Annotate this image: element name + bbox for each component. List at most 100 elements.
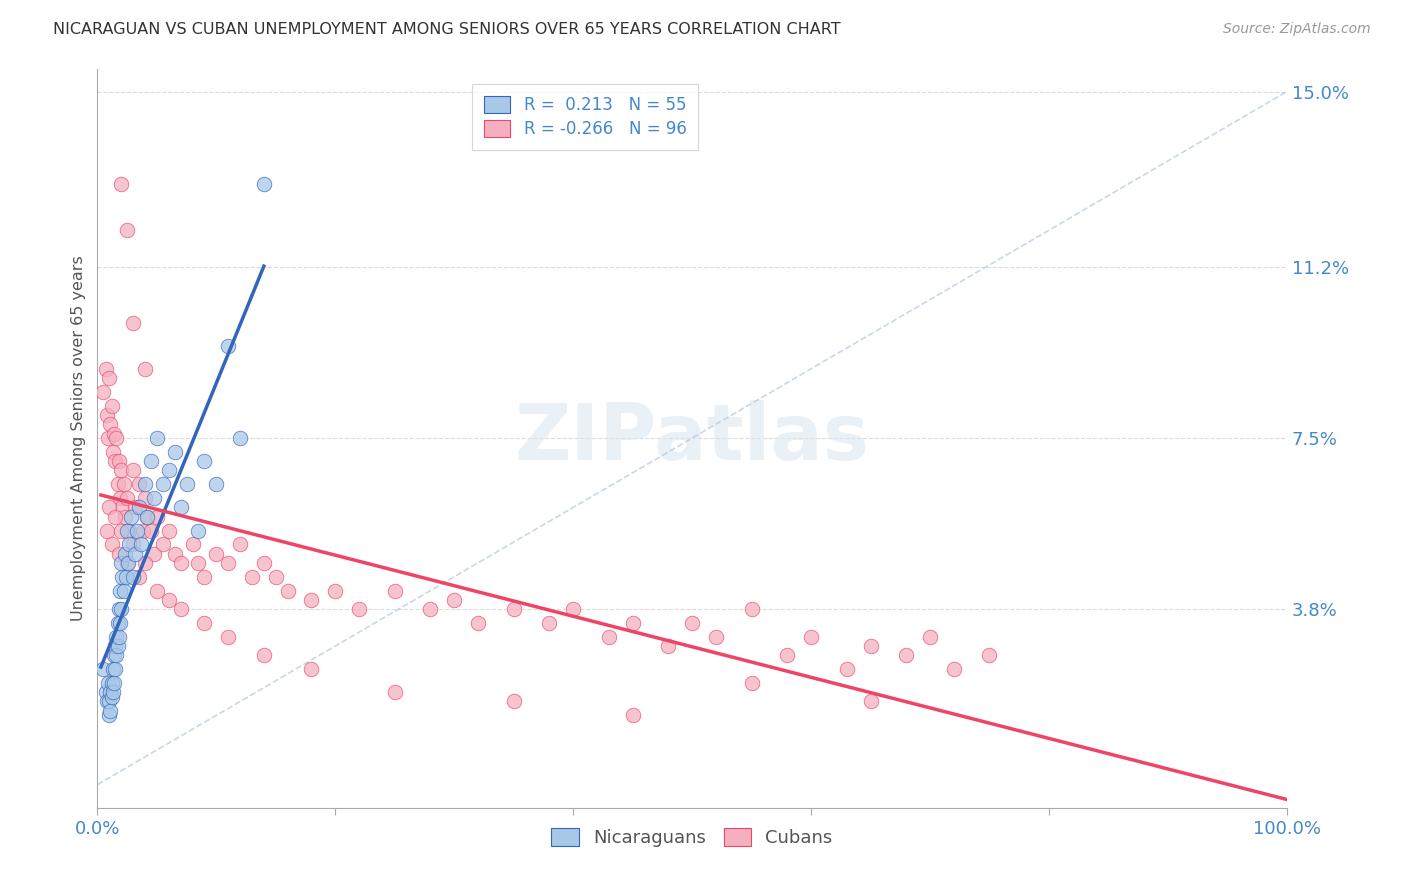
Point xyxy=(538,615,561,630)
Point xyxy=(187,556,209,570)
Point xyxy=(110,463,132,477)
Point xyxy=(118,537,141,551)
Point xyxy=(146,509,169,524)
Point xyxy=(301,662,323,676)
Point xyxy=(104,639,127,653)
Point xyxy=(193,454,215,468)
Point xyxy=(100,690,122,704)
Point xyxy=(384,583,406,598)
Legend: Nicaraguans, Cubans: Nicaraguans, Cubans xyxy=(544,821,839,855)
Point xyxy=(152,477,174,491)
Point xyxy=(117,556,139,570)
Point xyxy=(100,685,122,699)
Point xyxy=(253,556,276,570)
Point xyxy=(91,384,114,399)
Point xyxy=(205,547,228,561)
Point xyxy=(598,630,620,644)
Point xyxy=(621,708,644,723)
Point xyxy=(104,509,127,524)
Point xyxy=(146,583,169,598)
Point xyxy=(176,477,198,491)
Point xyxy=(143,547,166,561)
Point xyxy=(181,537,204,551)
Point xyxy=(104,454,127,468)
Point xyxy=(96,408,118,422)
Point xyxy=(105,630,128,644)
Point xyxy=(101,445,124,459)
Point xyxy=(112,477,135,491)
Point xyxy=(107,547,129,561)
Text: ZIPatlas: ZIPatlas xyxy=(515,401,869,476)
Point xyxy=(124,547,146,561)
Point xyxy=(98,694,121,708)
Text: Source: ZipAtlas.com: Source: ZipAtlas.com xyxy=(1223,22,1371,37)
Point xyxy=(134,556,156,570)
Point xyxy=(143,491,166,506)
Point xyxy=(187,524,209,538)
Point xyxy=(100,537,122,551)
Y-axis label: Unemployment Among Seniors over 65 years: Unemployment Among Seniors over 65 years xyxy=(72,255,86,621)
Point xyxy=(98,500,121,515)
Point xyxy=(107,477,129,491)
Point xyxy=(835,662,858,676)
Point xyxy=(152,537,174,551)
Point xyxy=(896,648,918,663)
Point xyxy=(139,454,162,468)
Point xyxy=(110,177,132,191)
Point xyxy=(107,602,129,616)
Point xyxy=(96,694,118,708)
Point xyxy=(98,708,121,723)
Point xyxy=(942,662,965,676)
Point xyxy=(136,509,159,524)
Point xyxy=(98,371,121,385)
Point xyxy=(122,570,145,584)
Point xyxy=(112,583,135,598)
Point xyxy=(120,509,142,524)
Point xyxy=(97,676,120,690)
Point xyxy=(157,524,180,538)
Point xyxy=(139,524,162,538)
Point xyxy=(217,556,239,570)
Point xyxy=(107,454,129,468)
Point xyxy=(100,676,122,690)
Point xyxy=(229,537,252,551)
Text: NICARAGUAN VS CUBAN UNEMPLOYMENT AMONG SENIORS OVER 65 YEARS CORRELATION CHART: NICARAGUAN VS CUBAN UNEMPLOYMENT AMONG S… xyxy=(53,22,841,37)
Point xyxy=(240,570,263,584)
Point xyxy=(163,547,186,561)
Point xyxy=(169,556,191,570)
Point xyxy=(347,602,370,616)
Point xyxy=(419,602,441,616)
Point xyxy=(134,491,156,506)
Point xyxy=(110,524,132,538)
Point xyxy=(101,662,124,676)
Point xyxy=(205,477,228,491)
Point xyxy=(114,547,136,561)
Point xyxy=(157,463,180,477)
Point xyxy=(122,537,145,551)
Point xyxy=(134,361,156,376)
Point xyxy=(108,615,131,630)
Point xyxy=(115,570,138,584)
Point xyxy=(229,431,252,445)
Point xyxy=(193,570,215,584)
Point xyxy=(103,648,125,663)
Point xyxy=(253,648,276,663)
Point xyxy=(859,694,882,708)
Point xyxy=(101,685,124,699)
Point xyxy=(136,509,159,524)
Point xyxy=(105,648,128,663)
Point xyxy=(111,570,134,584)
Point xyxy=(741,602,763,616)
Point xyxy=(217,630,239,644)
Point xyxy=(115,491,138,506)
Point xyxy=(163,445,186,459)
Point xyxy=(134,477,156,491)
Point xyxy=(114,509,136,524)
Point xyxy=(800,630,823,644)
Point xyxy=(110,602,132,616)
Point xyxy=(301,592,323,607)
Point xyxy=(97,431,120,445)
Point xyxy=(100,417,122,432)
Point xyxy=(124,500,146,515)
Point xyxy=(128,570,150,584)
